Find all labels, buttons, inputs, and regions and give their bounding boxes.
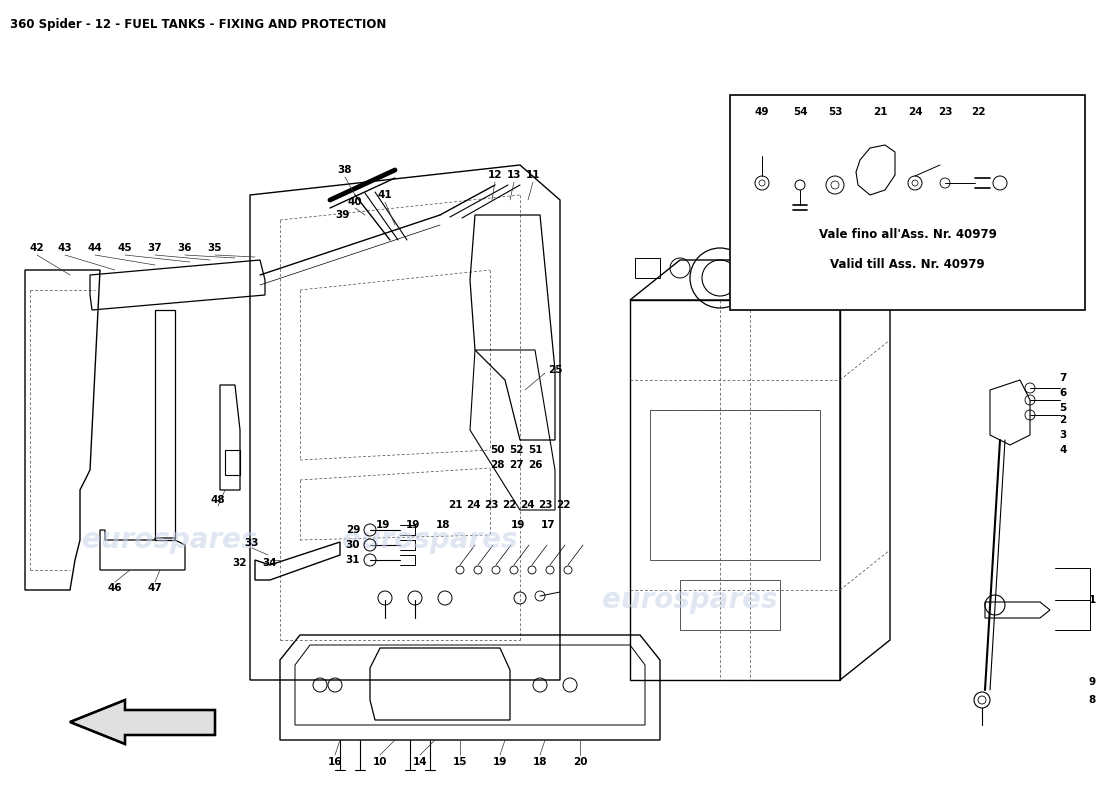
Text: 16: 16	[328, 757, 342, 767]
Text: 53: 53	[827, 107, 843, 117]
Text: 38: 38	[338, 165, 352, 175]
Text: 2: 2	[1059, 415, 1067, 425]
Text: 47: 47	[147, 583, 163, 593]
Text: 5: 5	[1059, 403, 1067, 413]
Text: 17: 17	[541, 520, 556, 530]
Text: 19: 19	[493, 757, 507, 767]
Polygon shape	[70, 700, 214, 744]
Text: 46: 46	[108, 583, 122, 593]
Text: 32: 32	[233, 558, 248, 568]
Text: 18: 18	[532, 757, 548, 767]
Text: 28: 28	[490, 460, 504, 470]
Text: 19: 19	[376, 520, 390, 530]
Text: 30: 30	[345, 540, 361, 550]
Text: 24: 24	[519, 500, 535, 510]
Text: 39: 39	[336, 210, 350, 220]
Text: 21: 21	[448, 500, 462, 510]
Text: 24: 24	[908, 107, 922, 117]
Text: 22: 22	[502, 500, 516, 510]
Text: 10: 10	[373, 757, 387, 767]
FancyBboxPatch shape	[730, 95, 1085, 310]
Text: 35: 35	[208, 243, 222, 253]
Text: 50: 50	[490, 445, 504, 455]
Text: Valid till Ass. Nr. 40979: Valid till Ass. Nr. 40979	[830, 258, 984, 271]
Text: 8: 8	[1088, 695, 1096, 705]
Text: 4: 4	[1059, 445, 1067, 455]
Text: 11: 11	[526, 170, 540, 180]
Text: 43: 43	[57, 243, 73, 253]
Text: 19: 19	[406, 520, 420, 530]
Text: 13: 13	[507, 170, 521, 180]
Text: 22: 22	[556, 500, 570, 510]
Text: 42: 42	[30, 243, 44, 253]
Text: eurospares: eurospares	[603, 586, 778, 614]
Text: 6: 6	[1059, 388, 1067, 398]
Text: 1: 1	[1088, 595, 1096, 605]
Text: 29: 29	[345, 525, 360, 535]
Text: 49: 49	[755, 107, 769, 117]
Text: 34: 34	[263, 558, 277, 568]
Text: 3: 3	[1059, 430, 1067, 440]
Text: 41: 41	[377, 190, 393, 200]
Text: 37: 37	[147, 243, 163, 253]
Text: 24: 24	[465, 500, 481, 510]
Text: 51: 51	[528, 445, 542, 455]
Text: 7: 7	[1059, 373, 1067, 383]
Text: eurospares: eurospares	[82, 526, 257, 554]
Text: 40: 40	[348, 197, 362, 207]
Text: 23: 23	[937, 107, 953, 117]
Text: 44: 44	[88, 243, 102, 253]
Text: 45: 45	[118, 243, 132, 253]
Text: 31: 31	[345, 555, 361, 565]
Text: 27: 27	[508, 460, 524, 470]
Text: 15: 15	[453, 757, 468, 767]
Text: 21: 21	[872, 107, 888, 117]
Text: 23: 23	[484, 500, 498, 510]
Text: 54: 54	[793, 107, 807, 117]
Text: 48: 48	[211, 495, 226, 505]
Text: Vale fino all'Ass. Nr. 40979: Vale fino all'Ass. Nr. 40979	[818, 228, 997, 242]
Text: 25: 25	[548, 365, 562, 375]
Text: 12: 12	[487, 170, 503, 180]
Text: 52: 52	[508, 445, 524, 455]
Text: 22: 22	[970, 107, 986, 117]
Text: 19: 19	[510, 520, 525, 530]
Text: 9: 9	[1088, 677, 1096, 687]
Text: 26: 26	[528, 460, 542, 470]
Text: 18: 18	[436, 520, 450, 530]
Text: 14: 14	[412, 757, 427, 767]
Text: 36: 36	[178, 243, 192, 253]
Text: 360 Spider - 12 - FUEL TANKS - FIXING AND PROTECTION: 360 Spider - 12 - FUEL TANKS - FIXING AN…	[10, 18, 386, 31]
Text: 33: 33	[244, 538, 260, 548]
Text: 23: 23	[538, 500, 552, 510]
Text: eurospares: eurospares	[342, 526, 518, 554]
Text: 20: 20	[573, 757, 587, 767]
